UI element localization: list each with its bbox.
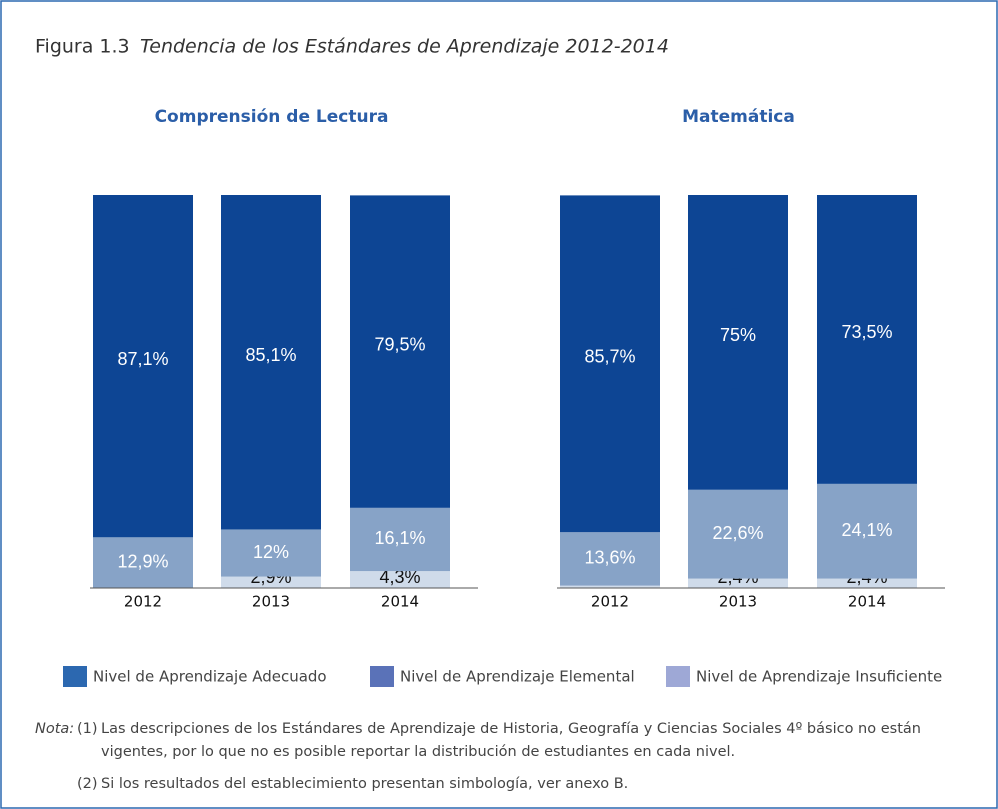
- legend-swatch: [666, 666, 690, 687]
- bar-segment: [221, 195, 321, 530]
- value-label: 24,1%: [841, 520, 892, 540]
- x-tick-label: 2014: [381, 593, 419, 611]
- legend-label: Nivel de Aprendizaje Adecuado: [93, 668, 327, 686]
- value-label: 87,1%: [117, 349, 168, 369]
- value-label: 12%: [253, 542, 289, 562]
- bar-segment: [817, 578, 917, 588]
- legend-label: Nivel de Aprendizaje Insuficiente: [696, 668, 942, 686]
- note-row: (2) Si los resultados del establecimiento…: [35, 773, 985, 796]
- note-number: (2): [77, 776, 98, 792]
- value-label: 16,1%: [374, 528, 425, 548]
- figure-title: Tendencia de los Estándares de Aprendiza…: [140, 36, 669, 58]
- bar-segment: [688, 578, 788, 588]
- value-label: 79,5%: [374, 334, 425, 354]
- value-label: 85,7%: [584, 347, 635, 367]
- x-tick-label: 2012: [124, 593, 162, 611]
- value-label: 73,5%: [841, 322, 892, 342]
- bar-segment: [221, 529, 321, 577]
- legend-label: Nivel de Aprendizaje Elemental: [400, 668, 635, 686]
- x-tick-label: 2012: [591, 593, 629, 611]
- bar-segment: [93, 195, 193, 538]
- note-row: Nota: (1) Las descripciones de los Estánda…: [35, 718, 985, 764]
- figure-number: Figura 1.3: [35, 36, 130, 58]
- bar-segment: [350, 507, 450, 572]
- x-tick-label: 2013: [252, 593, 290, 611]
- value-label: 75%: [720, 325, 756, 345]
- note-text: Las descripciones de los Estándares de A…: [101, 721, 921, 760]
- value-label: 4,3%: [379, 567, 420, 587]
- value-label: 13,6%: [584, 548, 635, 568]
- bar-segment: [350, 571, 450, 588]
- bar-segment: [560, 585, 660, 588]
- bar-segment: [221, 576, 321, 588]
- bar-segment: [560, 195, 660, 533]
- value-label: 85,1%: [245, 345, 296, 365]
- x-tick-label: 2013: [719, 593, 757, 611]
- bar-segment: [93, 537, 193, 588]
- chart-title: Comprensión de Lectura: [155, 107, 389, 127]
- bar-segment: [817, 483, 917, 579]
- bar-segment: [817, 195, 917, 484]
- bar-segment: [688, 195, 788, 490]
- legend-swatch: [370, 666, 394, 687]
- note-number: (1): [77, 721, 98, 737]
- bar-segment: [350, 195, 450, 508]
- chart-title: Matemática: [682, 107, 795, 127]
- bar-segment: [688, 489, 788, 579]
- value-label: 22,6%: [712, 523, 763, 543]
- note-text: Si los resultados del establecimiento pr…: [101, 776, 629, 792]
- legend-swatch: [63, 666, 87, 687]
- notes: Nota: (1) Las descripciones de los Estánda…: [35, 718, 985, 805]
- bar-segment: [560, 532, 660, 586]
- spacer: [35, 773, 77, 796]
- note-label: Nota:: [35, 721, 75, 737]
- x-tick-label: 2014: [848, 593, 886, 611]
- value-label: 12,9%: [117, 551, 168, 571]
